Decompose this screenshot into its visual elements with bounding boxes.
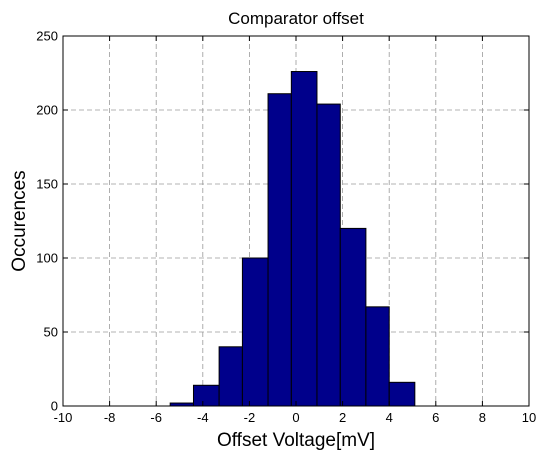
x-tick-label: 8 [479, 410, 486, 425]
x-tick-label: -8 [104, 410, 116, 425]
x-tick-label: -2 [244, 410, 256, 425]
histogram-bar [316, 103, 341, 407]
axis-ticks [62, 35, 530, 407]
y-tick-label: 200 [36, 103, 58, 118]
histogram-bar [290, 71, 318, 407]
y-tick-labels: 0 50 100 150 200 250 [36, 29, 58, 414]
y-tick-label: 150 [36, 177, 58, 192]
histogram-bar [388, 381, 416, 407]
histogram-bars [169, 71, 416, 407]
histogram-bar [267, 93, 292, 407]
x-tick-label: -4 [197, 410, 209, 425]
x-tick-label: 2 [339, 410, 346, 425]
x-tick-label: -6 [150, 410, 162, 425]
x-axis-label: Offset Voltage[mV] [217, 430, 375, 451]
x-tick-label: -10 [54, 410, 73, 425]
y-tick-label: 100 [36, 251, 58, 266]
x-tick-label: 10 [522, 410, 536, 425]
y-tick-label: 250 [36, 29, 58, 44]
histogram-bar [339, 227, 367, 407]
x-tick-label: 4 [386, 410, 393, 425]
x-tick-labels: -10 -8 -6 -4 -2 0 2 4 6 8 10 [54, 410, 537, 425]
histogram-bar [241, 257, 269, 407]
y-tick-label: 0 [51, 399, 58, 414]
histogram-bar [218, 346, 243, 407]
y-axis-label: Occurences [9, 170, 30, 271]
x-tick-label: 0 [292, 410, 299, 425]
y-tick-label: 50 [44, 325, 58, 340]
chart-title: Comparator offset [228, 9, 364, 28]
histogram-bar [365, 306, 390, 407]
histogram-bar [192, 384, 220, 407]
x-tick-label: 6 [432, 410, 439, 425]
